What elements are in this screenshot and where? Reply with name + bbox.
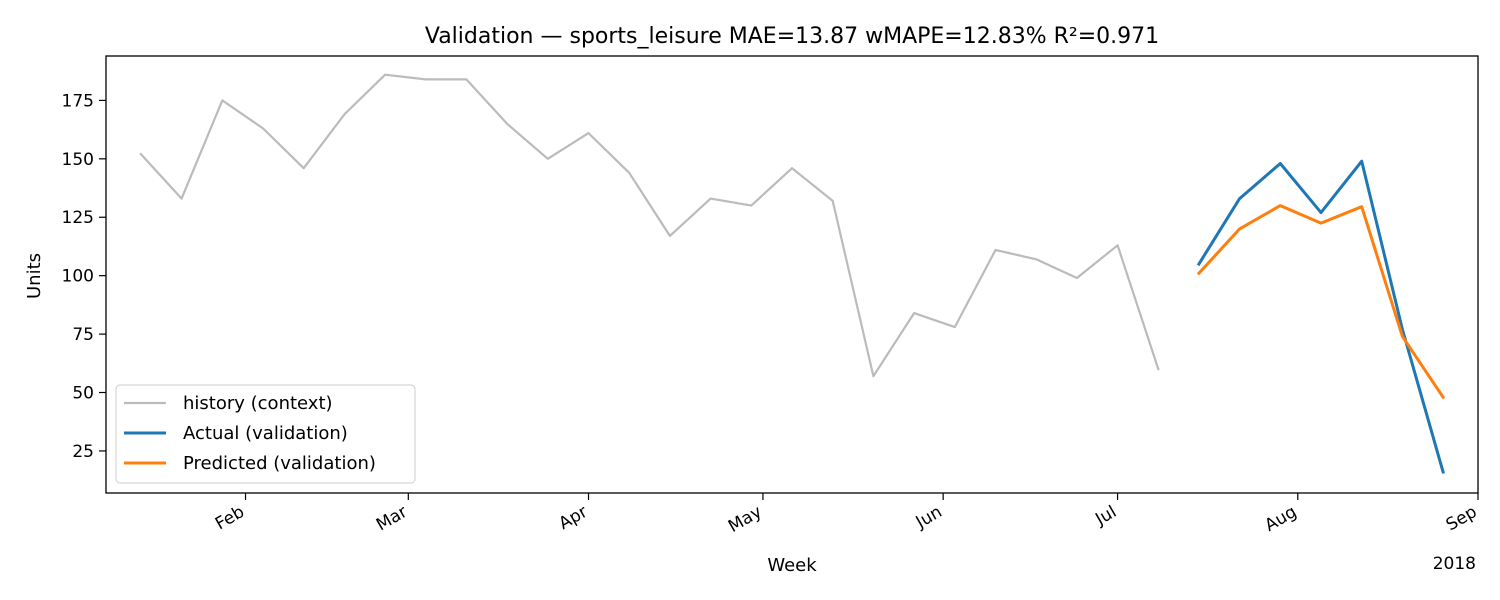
x-axis-label: Week	[767, 555, 817, 576]
x-tick-label: Sep	[1443, 502, 1481, 535]
x-tick-label: Aug	[1262, 502, 1301, 536]
y-tick-label: 100	[62, 267, 94, 287]
y-tick-label: 125	[62, 208, 94, 228]
y-tick-label: 75	[72, 325, 94, 345]
x-tick-label: Jun	[912, 502, 946, 533]
legend-label: Actual (validation)	[183, 423, 348, 444]
plot-area	[139, 73, 1446, 474]
x-axis: Feb Mar Apr May Jun Jul Aug Sep	[212, 493, 1481, 537]
y-tick-label: 25	[72, 442, 94, 462]
x-tick-label: May	[725, 502, 765, 537]
series-line-1	[1196, 159, 1445, 474]
x-tick-label: Mar	[373, 502, 411, 535]
y-tick-label: 175	[62, 91, 94, 111]
y-axis: 25 50 75 100 125 150 175	[62, 91, 106, 462]
y-axis-label: Units	[24, 253, 45, 299]
legend-label: history (context)	[183, 393, 333, 414]
x-tick-label: Jul	[1091, 502, 1120, 530]
legend: history (context) Actual (validation) Pred…	[115, 384, 416, 484]
x-tick-label: Apr	[556, 502, 591, 534]
y-tick-label: 50	[72, 384, 94, 404]
chart-title: Validation — sports_leisure MAE=13.87 wM…	[425, 24, 1159, 49]
legend-box	[115, 384, 416, 484]
x-axis-year-label: 2018	[1433, 554, 1476, 574]
y-tick-label: 150	[62, 150, 94, 170]
plot-frame	[105, 55, 1479, 494]
series-line-0	[139, 73, 1160, 378]
series-line-2	[1196, 204, 1446, 400]
legend-label: Predicted (validation)	[183, 453, 376, 474]
x-tick-label: Feb	[212, 502, 248, 534]
